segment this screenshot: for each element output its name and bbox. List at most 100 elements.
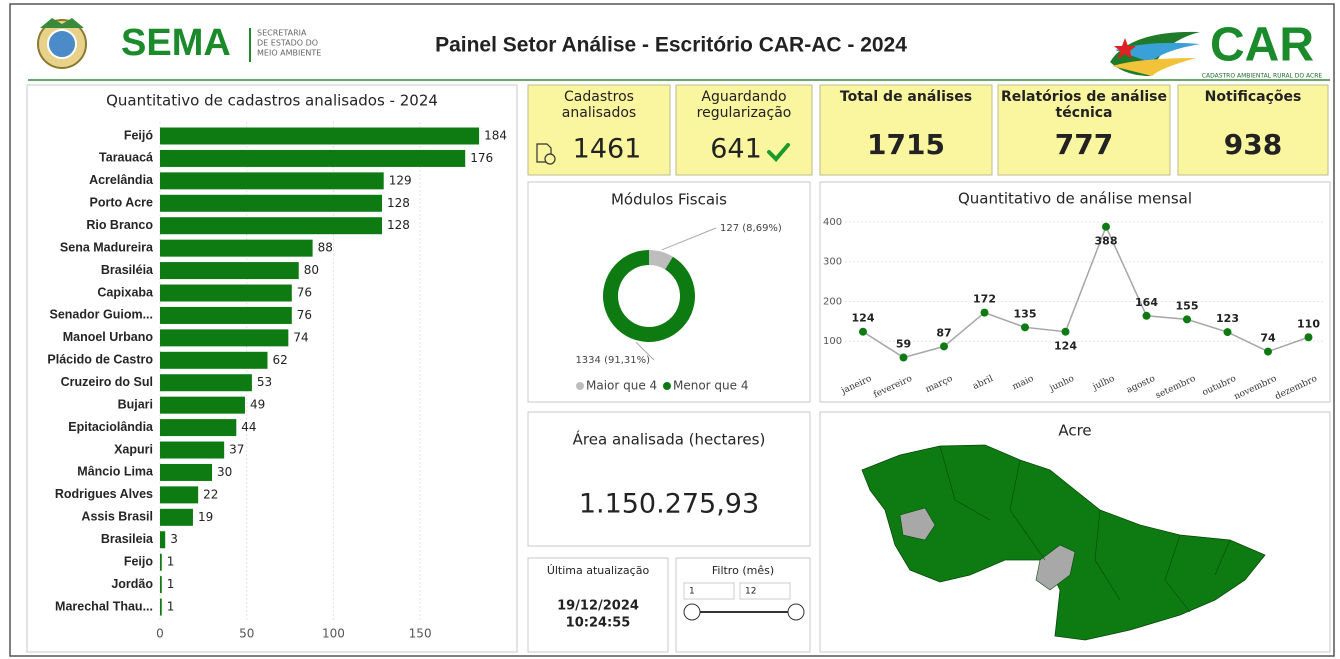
chart-title: Módulos Fiscais [611, 191, 727, 209]
point [1102, 222, 1110, 231]
point [1021, 323, 1029, 332]
data-label: 1334 (91,31%) [575, 355, 650, 366]
bar [160, 486, 199, 504]
legend-label: Maior que 4 [586, 379, 657, 393]
data-label: 59 [896, 338, 911, 351]
category-label: Manoel Urbano [63, 330, 154, 344]
bar [160, 396, 245, 414]
panel [819, 181, 1331, 403]
update-time: 10:24:55 [566, 616, 631, 631]
point [899, 353, 908, 362]
data-label: 124 [852, 312, 875, 325]
category-label: Cruzeiro do Sul [61, 375, 153, 389]
data-label: 19 [198, 510, 213, 524]
slider-handle[interactable] [683, 603, 701, 621]
category-label: Rodrigues Alves [55, 487, 153, 501]
bar [160, 262, 299, 280]
bar [160, 374, 252, 392]
data-label: 74 [293, 330, 308, 344]
y-tick-label: 300 [823, 257, 842, 268]
bar [160, 553, 162, 571]
data-label: 176 [470, 151, 493, 165]
kpi-card [1177, 84, 1329, 176]
bar [160, 419, 237, 437]
car-subtitle: CADASTRO AMBIENTAL RURAL DO ACRE [1202, 73, 1323, 80]
point [1183, 315, 1191, 324]
kpi-label: Total de análises [840, 89, 972, 105]
data-label: 80 [304, 263, 319, 277]
data-label: 164 [1135, 296, 1158, 309]
kpi-value: 1715 [867, 128, 945, 161]
kpi-value: 938 [1224, 128, 1282, 161]
data-label: 22 [203, 487, 218, 501]
kpi-label: Aguardando [701, 89, 786, 105]
category-label: Bujari [118, 397, 153, 411]
kpi-card [819, 84, 993, 176]
panel [527, 557, 669, 653]
data-label: 87 [936, 326, 951, 339]
bar [160, 194, 382, 212]
filter-min-input[interactable] [683, 582, 735, 600]
category-label: Marechal Thau... [55, 599, 153, 613]
category-label: Feijó [124, 128, 154, 142]
category-label: Acrelândia [89, 173, 154, 187]
slider-handle[interactable] [787, 603, 805, 621]
data-label: 53 [257, 375, 272, 389]
data-label: 129 [389, 173, 412, 187]
bar [160, 598, 162, 616]
data-label: 3 [170, 532, 178, 546]
category-label: Jordão [111, 577, 153, 591]
data-label: 88 [318, 241, 333, 255]
filter-max-input[interactable] [739, 582, 791, 600]
data-label: 74 [1260, 332, 1276, 345]
category-label: Porto Acre [90, 196, 153, 210]
y-tick-label: 100 [823, 336, 842, 347]
filter-min[interactable]: 1 [689, 587, 695, 597]
data-label: 62 [273, 353, 288, 367]
area-value: 1.150.275,93 [579, 489, 759, 520]
line [862, 224, 1309, 359]
category-label: Feijo [124, 554, 154, 568]
data-label: 1 [167, 600, 175, 614]
donut-slice [649, 250, 673, 270]
kpi-value: 641 [710, 134, 762, 165]
kpi-card [997, 84, 1171, 176]
data-label: 1 [167, 555, 175, 569]
data-label: 37 [229, 443, 244, 457]
kpi-label: regularização [697, 105, 792, 121]
logo-subtitle: MEIO AMBIENTE [257, 49, 321, 58]
data-label: 76 [297, 308, 312, 322]
data-label: 76 [297, 286, 312, 300]
chart-title: Quantitativo de cadastros analisados - 2… [106, 92, 438, 110]
point [1061, 327, 1070, 336]
category-label: Mâncio Lima [77, 465, 154, 479]
kpi-value: 777 [1055, 128, 1113, 161]
bar [160, 508, 193, 526]
data-label: 128 [387, 196, 410, 210]
data-label: 30 [217, 465, 232, 479]
bar [160, 172, 384, 190]
bar [160, 127, 480, 145]
data-label: 127 (8,69%) [720, 223, 782, 234]
update-date: 19/12/2024 [557, 599, 639, 614]
bar [160, 329, 289, 347]
leader-line [635, 341, 655, 361]
y-tick-label: 200 [823, 296, 842, 307]
x-tick-label: 50 [239, 627, 254, 641]
car-logo: CAR [1210, 19, 1314, 72]
filter-title: Filtro (mês) [712, 564, 774, 577]
point [1304, 333, 1313, 342]
point [859, 327, 867, 336]
chart-title: Quantitativo de análise mensal [958, 190, 1192, 208]
kpi-label: Relatórios de análise [1001, 89, 1167, 105]
y-tick-label: 400 [823, 217, 842, 228]
kpi-label: Cadastros [564, 89, 634, 105]
category-label: Sena Madureira [60, 240, 154, 254]
data-label: 135 [1014, 307, 1037, 320]
donut-slice [603, 250, 695, 343]
point [1264, 347, 1272, 356]
coat-of-arms [37, 18, 87, 69]
point [980, 308, 989, 317]
category-label: Tarauacá [99, 151, 153, 165]
filter-max[interactable]: 12 [745, 587, 756, 597]
